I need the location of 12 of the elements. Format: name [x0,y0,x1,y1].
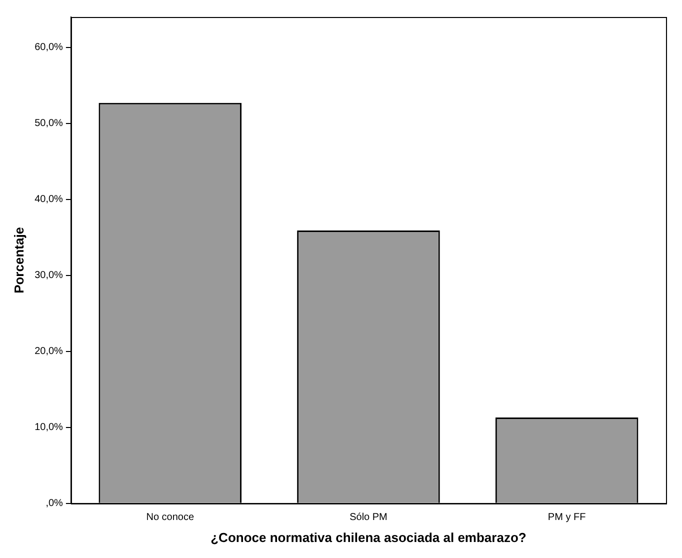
y-tick-label: 60,0% [34,42,64,54]
y-tick-label: 20,0% [34,346,64,358]
y-tick-label: 40,0% [34,194,64,206]
y-tick-label: 50,0% [34,118,64,130]
x-tick-label: No conoce [146,512,194,524]
y-tick-label: ,0% [46,498,64,510]
y-tick-label: 30,0% [34,270,64,282]
x-tick-label: Sólo PM [350,512,388,524]
x-tick-label: PM y FF [548,512,586,524]
x-axis-title: ¿Conoce normativa chilena asociada al embarazo? [210,530,526,545]
y-axis-title: Porcentaje [11,226,26,294]
y-tick-label: 10,0% [34,422,64,434]
